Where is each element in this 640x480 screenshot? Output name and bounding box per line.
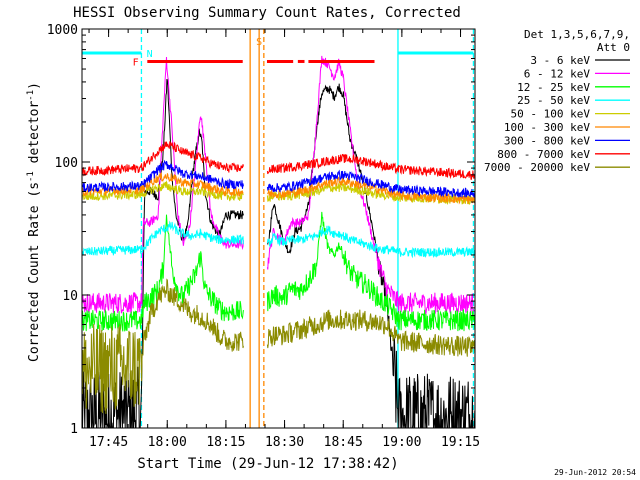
- x-tick-label-3: 18:30: [265, 435, 304, 450]
- legend-label-6: 300 - 800 keV: [504, 134, 590, 147]
- y-axis-label: Corrected Count Rate (s-1 detector-1): [26, 82, 42, 362]
- y-axis-label-end: ): [27, 82, 42, 90]
- plot-area: NF S: [81, 28, 476, 429]
- marker-label-1: F: [133, 57, 139, 68]
- x-tick-label-6: 19:15: [441, 435, 480, 450]
- marker-label-0: N: [147, 49, 153, 60]
- x-axis-label: Start Time (29-Jun-12 17:38:42): [137, 456, 398, 472]
- legend-label-7: 800 - 7000 keV: [497, 148, 590, 161]
- series-line-7: [82, 141, 475, 180]
- axis-ticks: 17:45 18:00 18:15 18:30 18:45 19:00 19:15 1 10 10…: [47, 23, 480, 450]
- y-axis-label-exponent: -1: [26, 171, 36, 182]
- legend-label-4: 50 - 100 keV: [511, 108, 591, 121]
- legend-title-line1: Det 1,3,5,6,7,9,: [524, 28, 630, 41]
- x-tick-label-2: 18:15: [206, 435, 245, 450]
- series-line-1: [82, 55, 475, 315]
- x-tick-label-0: 17:45: [89, 435, 128, 450]
- footer-date: 29-Jun-2012 20:54: [554, 468, 636, 477]
- y-axis-label-unit: detector: [27, 101, 42, 172]
- x-tick-label-5: 19:00: [382, 435, 421, 450]
- chart-title: HESSI Observing Summary Count Rates, Cor…: [73, 5, 461, 21]
- legend-label-8: 7000 - 20000 keV: [484, 161, 590, 174]
- plot-frame: [81, 28, 476, 429]
- legend-title-line2: Att 0: [597, 41, 630, 54]
- legend-label-3: 25 - 50 keV: [517, 94, 590, 107]
- legend-label-1: 6 - 12 keV: [524, 67, 591, 80]
- series-line-8: [82, 278, 475, 414]
- y-tick-label-2: 100: [55, 156, 78, 171]
- plot-content: [82, 29, 475, 428]
- x-tick-label-1: 18:00: [148, 435, 187, 450]
- y-tick-label-3: 1000: [47, 23, 78, 38]
- legend-label-0: 3 - 6 keV: [530, 54, 590, 67]
- series-line-2: [82, 211, 475, 332]
- x-tick-label-4: 18:45: [324, 435, 363, 450]
- y-axis-label-main: Corrected Count Rate (s: [27, 182, 42, 362]
- series-line-6: [82, 159, 475, 198]
- y-tick-label-1: 10: [62, 289, 78, 304]
- y-tick-label-0: 1: [70, 422, 78, 437]
- legend-label-2: 12 - 25 keV: [517, 81, 590, 94]
- marker-label-2: S: [256, 37, 262, 48]
- series-line-3: [82, 220, 475, 259]
- y-axis-label-exponent-2: -1: [26, 90, 36, 101]
- legend-label-5: 100 - 300 keV: [504, 121, 590, 134]
